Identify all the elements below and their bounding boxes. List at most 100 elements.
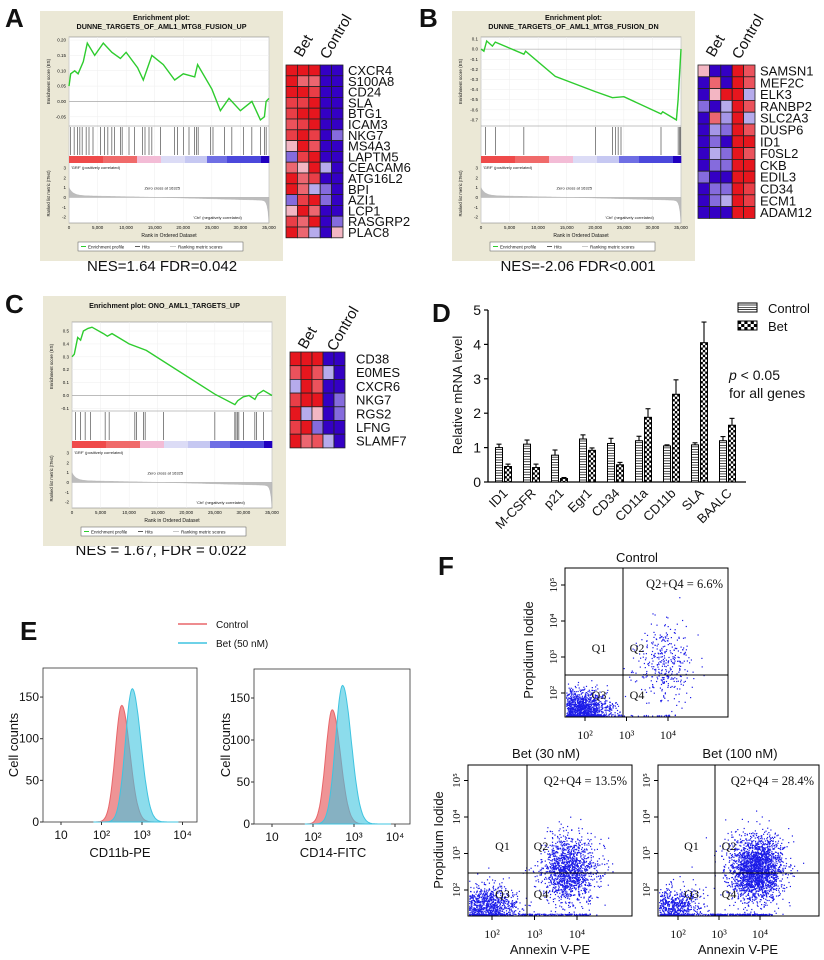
data-point [594,708,596,710]
data-point [581,703,583,705]
bar-check [733,478,736,481]
data-point [567,825,569,828]
bar-check [702,383,706,386]
data-point [576,875,578,877]
x-tick-label: 30,000 [237,510,251,515]
data-point [596,694,598,697]
data-point [605,713,607,715]
data-point [585,695,587,697]
data-point [558,900,560,902]
data-point [585,703,587,705]
data-point [580,856,582,858]
heatmap-cell [322,351,335,367]
data-point [648,702,650,704]
e-x-axis-label-2: CD14-FITC [300,845,366,860]
data-point [575,843,578,845]
data-point [577,864,579,867]
bar-check [537,472,540,475]
data-point [561,902,563,904]
data-point [585,889,588,891]
data-point [574,701,576,703]
data-point [606,705,609,707]
data-point [686,670,689,672]
data-point [590,711,592,713]
data-point [479,914,482,916]
data-point [506,912,509,915]
bar-check [705,405,708,408]
heatmap-cell [743,206,756,219]
data-point [558,888,560,890]
data-point [563,840,565,842]
es-tick-label: 0.20 [57,38,66,43]
data-point [554,867,556,870]
legend-box [489,241,656,252]
data-point [548,902,550,904]
data-point [575,711,577,713]
data-point [578,687,580,689]
data-point [578,885,580,887]
data-point [574,871,576,873]
data-point [493,889,495,891]
data-point [657,678,659,680]
data-point [593,714,595,717]
data-point [594,712,596,715]
data-point [544,878,546,880]
data-point [662,682,665,684]
data-point [606,706,608,708]
data-point [554,873,556,875]
data-point [566,853,568,855]
data-point [581,836,583,838]
data-point [606,692,608,694]
data-point [471,900,473,902]
heatmap-cell [331,107,344,120]
data-point [569,865,571,867]
data-point [667,683,669,685]
data-point [569,697,571,699]
bar-check [700,472,703,475]
data-point [671,710,673,713]
data-point [575,698,577,700]
y-tick-label: 10⁴ [548,613,560,628]
data-point [539,889,541,891]
data-point [548,891,551,893]
data-point [478,885,480,887]
heatmap-cell [331,118,344,131]
data-point [578,862,580,864]
data-point [498,912,500,914]
data-point [473,894,475,897]
data-point [584,876,586,878]
data-point [593,862,595,864]
data-point [674,677,676,679]
data-point [494,908,496,910]
data-point [586,713,588,715]
data-point [579,841,581,843]
bar-check [702,369,706,372]
bar-check [705,414,708,418]
quadrant-label-q4: Q4 [630,688,645,702]
bar-check [705,385,708,389]
data-point [583,842,585,845]
data-point [658,662,660,664]
data-point [554,911,557,913]
data-point [516,901,518,903]
es-tick-label: -0.7 [470,117,478,122]
bar-check [705,462,708,466]
data-point [561,870,563,872]
data-point [582,711,584,714]
data-point [559,905,561,907]
data-point [554,887,556,889]
data-point [555,869,557,871]
heatmap-cell [697,206,710,219]
data-point [557,889,559,892]
es-tick-label: 0.5 [63,329,70,334]
f-x-axis-label-1: Annexin V-PE [510,942,591,957]
data-point [600,876,602,878]
data-point [623,715,625,717]
data-point [497,900,499,902]
data-point [585,694,587,696]
data-point [550,875,552,877]
heatmap-cell [289,420,302,435]
f-x-axis-label-2: Annexin V-PE [698,942,779,957]
legend-swatch-bet [737,320,758,331]
data-point [579,893,581,895]
